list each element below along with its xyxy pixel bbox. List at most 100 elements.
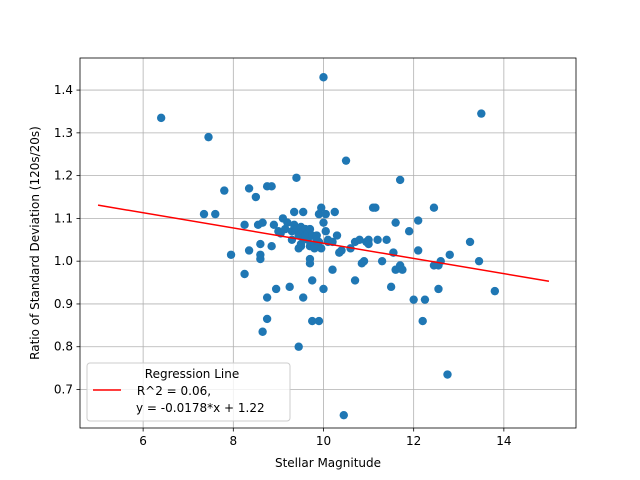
data-point bbox=[339, 410, 348, 420]
legend-title: Regression Line bbox=[145, 367, 239, 381]
data-point bbox=[299, 207, 308, 217]
y-tick-label: 1.1 bbox=[54, 211, 73, 225]
y-tick-label: 0.7 bbox=[54, 383, 73, 397]
data-point bbox=[308, 316, 317, 326]
data-point bbox=[386, 282, 396, 292]
data-point bbox=[156, 113, 166, 123]
data-point bbox=[490, 286, 500, 296]
data-point bbox=[199, 209, 209, 219]
data-point bbox=[294, 342, 303, 351]
x-tick-label: 8 bbox=[229, 434, 237, 448]
data-point bbox=[305, 224, 315, 234]
data-point bbox=[337, 246, 346, 255]
data-point bbox=[371, 203, 380, 212]
y-tick-label: 1.2 bbox=[54, 169, 73, 183]
x-tick-label: 14 bbox=[496, 434, 511, 448]
data-point bbox=[285, 282, 294, 292]
data-point bbox=[443, 370, 452, 379]
data-point bbox=[465, 237, 475, 247]
plot-frame bbox=[79, 57, 577, 429]
y-tick-label: 1.0 bbox=[54, 254, 73, 268]
x-axis-label: Stellar Magnitude bbox=[275, 456, 381, 470]
data-point bbox=[314, 209, 324, 219]
data-point bbox=[350, 276, 360, 285]
data-point bbox=[328, 265, 337, 274]
data-point bbox=[341, 156, 351, 165]
y-tick-label: 0.8 bbox=[54, 340, 73, 354]
data-point bbox=[256, 250, 265, 259]
data-point bbox=[211, 209, 220, 219]
data-point bbox=[382, 235, 391, 244]
data-point bbox=[359, 256, 369, 266]
y-tick-label: 1.4 bbox=[54, 83, 73, 97]
legend: Regression Line R^2 = 0.06, y = -0.0178*… bbox=[86, 362, 291, 422]
data-point bbox=[226, 250, 236, 259]
data-point bbox=[364, 239, 373, 249]
data-point bbox=[355, 235, 364, 244]
data-point bbox=[377, 256, 387, 266]
data-point bbox=[319, 73, 328, 82]
data-point bbox=[477, 109, 486, 118]
data-point bbox=[413, 216, 423, 225]
regression-line bbox=[97, 204, 550, 283]
data-point bbox=[244, 246, 254, 255]
data-point bbox=[283, 218, 292, 227]
data-point bbox=[395, 175, 405, 185]
data-point bbox=[256, 239, 265, 249]
data-point bbox=[310, 244, 319, 253]
data-point bbox=[418, 316, 427, 326]
data-point bbox=[474, 256, 484, 266]
data-point bbox=[398, 265, 407, 274]
data-point bbox=[321, 227, 330, 236]
data-point bbox=[289, 207, 299, 217]
data-point bbox=[305, 259, 315, 268]
x-tick-label: 10 bbox=[316, 434, 331, 448]
legend-equation-text: y = -0.0178*x + 1.22 bbox=[136, 401, 265, 415]
data-point bbox=[420, 295, 430, 304]
data-point bbox=[251, 192, 261, 202]
data-point bbox=[391, 218, 400, 227]
data-point bbox=[258, 218, 267, 227]
legend-r2-text: R^2 = 0.06, bbox=[133, 384, 211, 398]
data-point bbox=[332, 231, 342, 240]
data-point bbox=[317, 203, 326, 212]
data-point bbox=[240, 220, 249, 230]
data-point bbox=[244, 184, 254, 193]
data-point bbox=[409, 295, 418, 304]
data-point bbox=[267, 242, 276, 251]
legend-box bbox=[86, 362, 291, 422]
data-point bbox=[319, 284, 328, 294]
y-tick-label: 0.9 bbox=[54, 297, 73, 311]
data-point bbox=[445, 250, 454, 259]
data-point bbox=[299, 293, 308, 302]
data-point bbox=[373, 235, 382, 244]
y-axis-label: Ratio of Standard Deviation (120s/20s) bbox=[28, 126, 42, 360]
data-point bbox=[262, 314, 272, 324]
data-point bbox=[267, 182, 276, 191]
data-point bbox=[269, 220, 279, 230]
data-point bbox=[429, 203, 439, 212]
y-tick-label: 1.3 bbox=[54, 126, 73, 140]
data-point bbox=[321, 209, 330, 219]
data-point bbox=[434, 284, 443, 294]
data-point bbox=[296, 239, 306, 249]
axis-ticks: 6 8 10 12 14 0.7 0.8 0.9 1.0 1.1 1.2 1.3 1.4 bbox=[54, 83, 512, 448]
data-point bbox=[258, 327, 267, 336]
data-point bbox=[317, 244, 326, 253]
data-point bbox=[330, 207, 339, 217]
data-point bbox=[319, 218, 328, 227]
data-point bbox=[413, 246, 423, 255]
data-point bbox=[262, 293, 272, 302]
data-point bbox=[292, 173, 301, 182]
data-point bbox=[240, 269, 249, 279]
data-point bbox=[271, 284, 281, 294]
x-tick-label: 12 bbox=[406, 434, 421, 448]
x-tick-label: 6 bbox=[139, 434, 147, 448]
data-point bbox=[404, 227, 414, 236]
data-point bbox=[220, 186, 229, 195]
data-point bbox=[280, 224, 290, 234]
data-point bbox=[204, 132, 213, 142]
data-point bbox=[314, 316, 324, 326]
data-point bbox=[308, 276, 317, 285]
